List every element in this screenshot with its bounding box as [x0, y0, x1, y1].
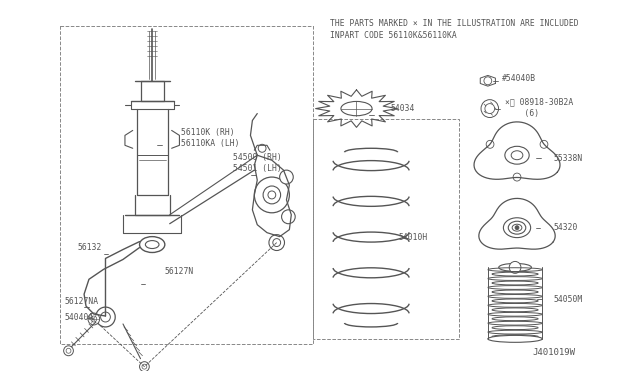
Ellipse shape	[488, 336, 542, 342]
Text: 56110K (RH)
56110KA (LH): 56110K (RH) 56110KA (LH)	[181, 128, 240, 148]
Circle shape	[540, 140, 548, 148]
Bar	[60, 26, 313, 344]
Text: THE PARTS MARKED × IN THE ILLUSTRATION ARE INCLUDED: THE PARTS MARKED × IN THE ILLUSTRATION A…	[330, 19, 579, 28]
Circle shape	[273, 238, 280, 247]
Circle shape	[282, 210, 295, 224]
Text: 54040A: 54040A	[65, 312, 94, 321]
Text: 56127NA: 56127NA	[65, 296, 99, 306]
Text: ×Ⓝ 08918-30B2A
    (6): ×Ⓝ 08918-30B2A (6)	[506, 97, 573, 118]
Circle shape	[486, 140, 494, 148]
Text: 55338N: 55338N	[554, 154, 583, 163]
Bar	[313, 119, 459, 339]
Text: #54040B: #54040B	[502, 74, 536, 83]
Text: 56127N: 56127N	[165, 267, 194, 276]
Circle shape	[513, 173, 521, 181]
Text: J401019W: J401019W	[532, 348, 575, 357]
Text: 54010H: 54010H	[398, 233, 428, 242]
Circle shape	[484, 77, 492, 85]
Circle shape	[485, 104, 495, 113]
Circle shape	[91, 316, 97, 322]
Text: 54050M: 54050M	[554, 295, 583, 304]
Ellipse shape	[140, 237, 165, 253]
Circle shape	[515, 226, 519, 230]
Text: 56132: 56132	[77, 243, 102, 252]
Ellipse shape	[504, 218, 531, 238]
Ellipse shape	[145, 241, 159, 248]
Circle shape	[254, 177, 289, 213]
Ellipse shape	[508, 221, 526, 234]
Circle shape	[96, 307, 115, 327]
Circle shape	[140, 362, 149, 372]
Text: 54500 (RH)
54501 (LH): 54500 (RH) 54501 (LH)	[233, 153, 282, 173]
Circle shape	[509, 262, 521, 273]
Text: 54034: 54034	[390, 104, 415, 113]
Ellipse shape	[505, 146, 529, 164]
Ellipse shape	[499, 263, 531, 271]
Circle shape	[66, 348, 71, 353]
Circle shape	[88, 313, 100, 325]
Ellipse shape	[341, 102, 372, 116]
Circle shape	[258, 144, 266, 152]
Text: INPART CODE 56110K&56110KA: INPART CODE 56110K&56110KA	[330, 31, 457, 40]
Circle shape	[269, 235, 285, 250]
Circle shape	[280, 170, 293, 184]
Text: 54320: 54320	[554, 223, 579, 232]
Circle shape	[63, 346, 74, 356]
Circle shape	[263, 186, 280, 204]
Circle shape	[100, 312, 110, 322]
Ellipse shape	[512, 224, 522, 231]
Circle shape	[142, 364, 147, 369]
Ellipse shape	[511, 151, 523, 160]
Circle shape	[481, 100, 499, 118]
Circle shape	[268, 191, 276, 199]
